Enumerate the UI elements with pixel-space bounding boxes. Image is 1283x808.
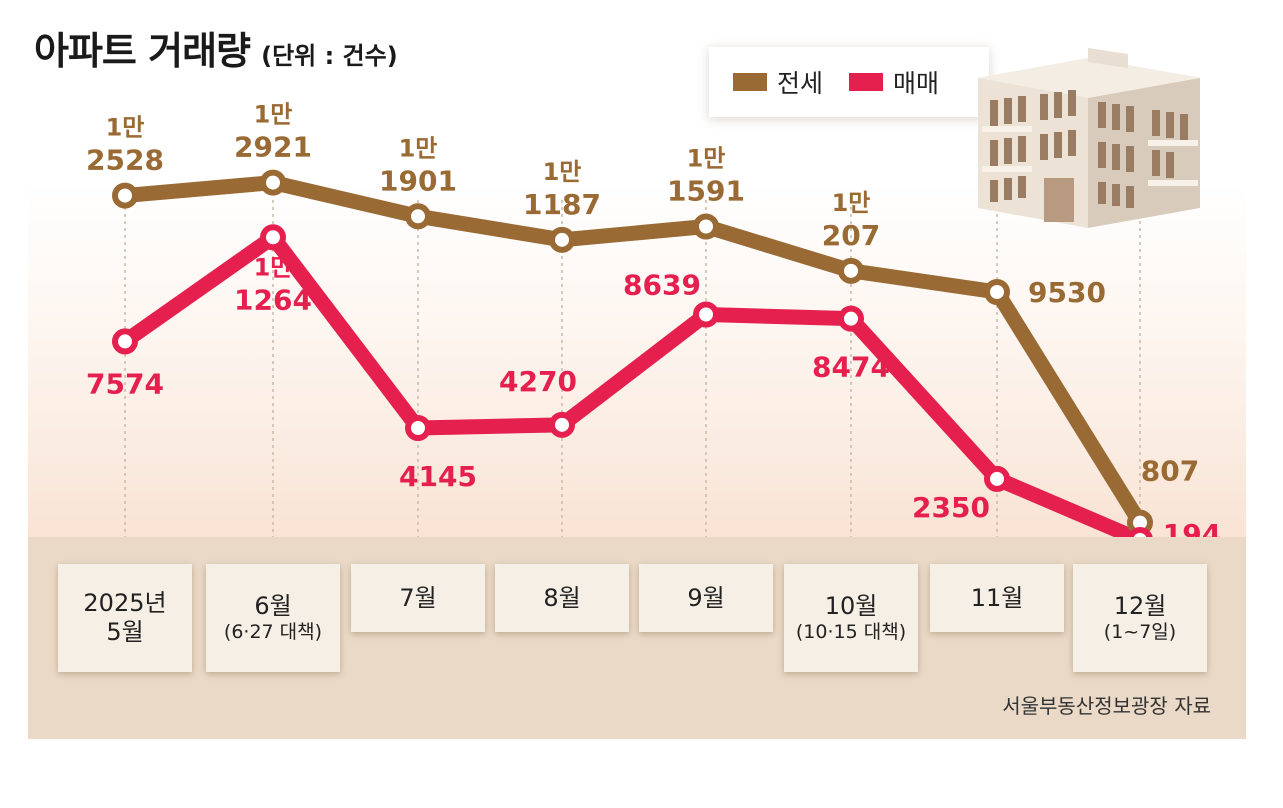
data-label-prefix-jeonse-0: 1만 (106, 114, 145, 142)
legend-swatch-jeonse (733, 73, 767, 91)
data-label-maemae-6: 2350 (912, 491, 990, 524)
point-jeonse-2 (405, 203, 431, 230)
data-label-prefix-jeonse-3: 1만 (543, 158, 582, 186)
data-label-jeonse-6: 9530 (1028, 276, 1106, 309)
point-jeonse-6 (984, 279, 1010, 305)
data-label-maemae-3: 4270 (499, 365, 577, 398)
legend-item-jeonse: 전세 (733, 64, 823, 100)
data-label-maemae-2: 4145 (399, 460, 477, 493)
x-axis-label-7: 12월 (1~7일) (1073, 564, 1207, 672)
x-axis-label-main: 12월 (1113, 592, 1167, 621)
series-line-maemae (117, 229, 1148, 548)
data-label-prefix-jeonse-2: 1만 (399, 134, 438, 162)
point-maemae-6 (984, 465, 1010, 492)
legend-label-maemae: 매매 (893, 69, 940, 98)
point-maemae-1 (260, 224, 286, 251)
data-label-maemae-0: 7574 (86, 367, 164, 400)
data-label-jeonse-7: 807 (1141, 455, 1199, 488)
data-label-maemae-5: 8474 (812, 351, 890, 384)
point-jeonse-4 (693, 213, 719, 240)
legend: 전세 매매 (709, 47, 989, 117)
x-axis-label-6: 11월 (930, 564, 1064, 632)
apartment-building-illustration (978, 48, 1200, 228)
data-label-maemae-4: 8639 (623, 269, 701, 302)
source-note: 서울부동산정보광장 자료 (1002, 694, 1211, 718)
data-label-jeonse-4: 1591 (667, 174, 745, 207)
data-label-prefix-jeonse-4: 1만 (687, 144, 726, 172)
data-label-prefix-maemae-1: 1만 (254, 253, 293, 281)
point-jeonse-1 (260, 169, 286, 196)
data-label-jeonse-3: 1187 (523, 188, 601, 221)
legend-item-maemae: 매매 (849, 64, 939, 100)
x-axis-label-main: 7월 (399, 583, 437, 612)
point-maemae-0 (112, 328, 138, 355)
x-axis-label-main: 9월 (687, 583, 725, 612)
point-jeonse-3 (549, 226, 575, 253)
x-axis-label-sub: (1~7일) (1103, 621, 1177, 643)
point-maemae-5 (838, 305, 864, 332)
point-maemae-2 (405, 415, 431, 441)
chart-title-group: 아파트 거래량 (단위 : 건수) (34, 20, 398, 75)
x-axis-label-main: 8월 (543, 583, 581, 612)
data-label-prefix-jeonse-1: 1만 (254, 101, 293, 129)
point-jeonse-5 (838, 257, 864, 284)
x-axis-label-3: 8월 (495, 564, 629, 632)
point-maemae-4 (693, 301, 719, 328)
x-axis-label-sub: (10·15 대책) (795, 621, 907, 643)
x-axis-label-5: 10월 (10·15 대책) (784, 564, 918, 672)
x-axis-label-main: 10월 (824, 592, 878, 621)
x-axis-label-1: 6월 (6·27 대책) (206, 564, 340, 672)
x-axis-label-0: 2025년 5월 (58, 564, 192, 672)
x-axis-label-main: 11월 (970, 583, 1024, 612)
series-line-jeonse (117, 175, 1148, 531)
data-label-jeonse-0: 2528 (86, 144, 164, 177)
data-label-jeonse-1: 2921 (234, 131, 312, 164)
chart-title: 아파트 거래량 (34, 29, 251, 73)
data-label-prefix-jeonse-5: 1만 (832, 189, 871, 217)
chart-unit: (단위 : 건수) (261, 42, 398, 70)
x-axis-label-main: 6월 (254, 592, 292, 621)
x-axis-label-2: 7월 (351, 564, 485, 632)
x-axis-label-4: 9월 (639, 564, 773, 632)
point-maemae-3 (549, 411, 575, 438)
data-label-maemae-1: 1264 (234, 283, 312, 316)
x-axis-label-sub: (6·27 대책) (223, 621, 323, 643)
point-jeonse-0 (112, 182, 138, 209)
x-axis-label-main: 2025년 (83, 589, 167, 618)
data-label-jeonse-5: 207 (822, 219, 880, 252)
data-label-jeonse-2: 1901 (379, 164, 457, 197)
legend-label-jeonse: 전세 (777, 69, 824, 98)
x-axis-label-sub: 5월 (106, 618, 144, 646)
legend-swatch-maemae (849, 73, 884, 91)
